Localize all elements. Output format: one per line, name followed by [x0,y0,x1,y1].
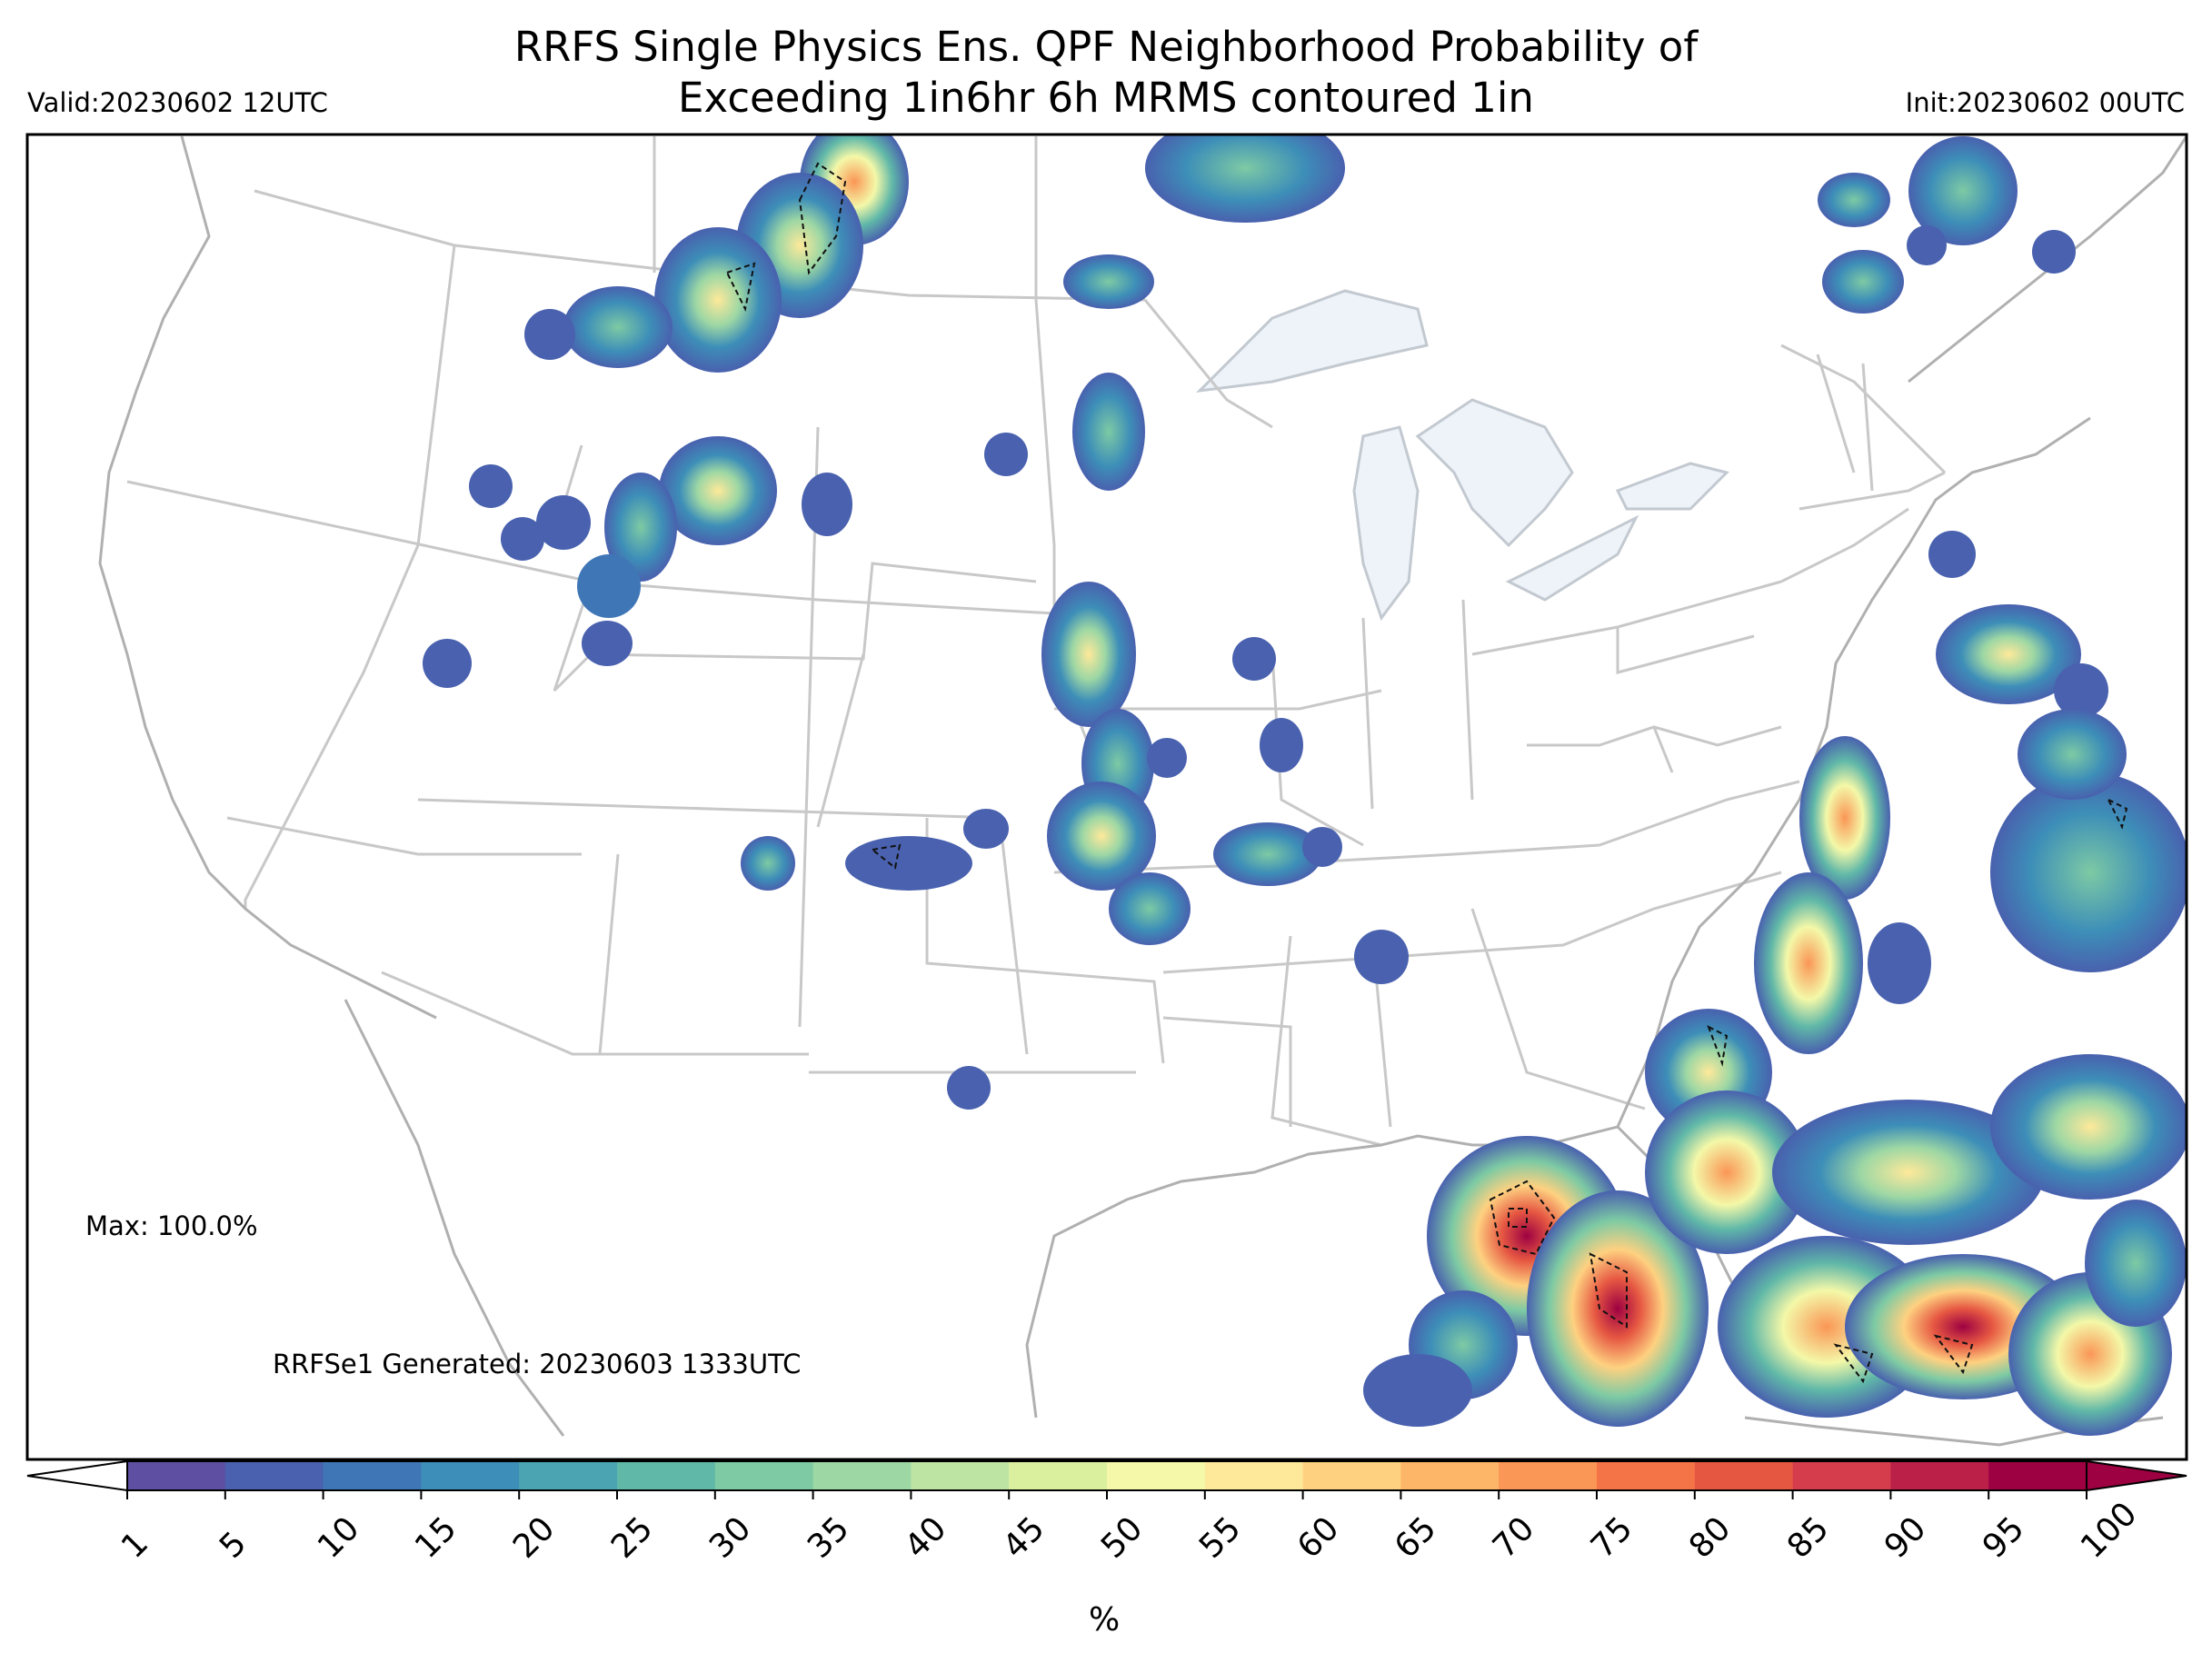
generated-label: RRFSe1 Generated: 20230603 1333UTC [273,1349,802,1379]
colorbar-segment [812,1461,912,1490]
init-time-label: Init:20230602 00UTC [1905,87,2185,118]
valid-time-label: Valid:20230602 12UTC [27,87,328,118]
colorbar-segment [1009,1461,1108,1490]
colorbar-segment [519,1461,618,1490]
colorbar-segment [1694,1461,1794,1490]
colorbar-segment [1988,1461,2087,1490]
colorbar-segment [421,1461,520,1490]
colorbar-unit-label: % [1089,1601,1121,1638]
map-area [98,134,2187,1447]
colorbar-segment [617,1461,716,1490]
colorbar-segment [1890,1461,1989,1490]
colorbar-segment [1597,1461,1696,1490]
colorbar-over-extension [2086,1459,2187,1492]
colorbar-segment [714,1461,814,1490]
colorbar-segment [1400,1461,1500,1490]
colorbar [26,1459,2187,1499]
probability-field [423,134,2187,1436]
colorbar-segment [1499,1461,1598,1490]
colorbar-segment [1302,1461,1401,1490]
state-borders [126,136,1947,1147]
colorbar-segment [1792,1461,1891,1490]
max-value-label: Max: 100.0% [85,1210,258,1241]
great-lakes [1195,289,1729,622]
colorbar-segment [224,1461,324,1490]
colorbar-segment [1107,1461,1206,1490]
chart-title-line2: Exceeding 1in6hr 6h MRMS contoured 1in [678,74,1534,122]
colorbar-under-extension [26,1459,128,1492]
colorbar-segment [911,1461,1010,1490]
colorbar-segment [323,1461,422,1490]
chart-title-line1: RRFS Single Physics Ens. QPF Neighborhoo… [513,23,1699,71]
map-frame [25,133,2188,1461]
colorbar-segment [127,1461,226,1490]
colorbar-segment [1204,1461,1304,1490]
mrms-contours [725,162,2128,1384]
